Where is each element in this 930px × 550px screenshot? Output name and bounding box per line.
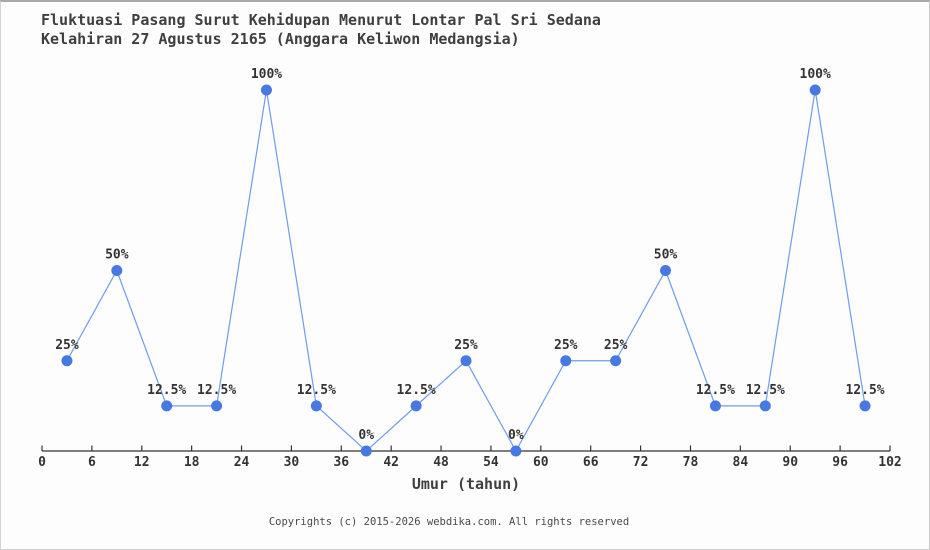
data-point <box>809 84 821 96</box>
data-point <box>759 400 771 412</box>
data-point-label: 50% <box>654 248 678 263</box>
x-tick-label: 6 <box>88 455 96 470</box>
data-point-label: 25% <box>604 338 628 353</box>
data-point-label: 25% <box>554 338 578 353</box>
data-point-label: 25% <box>55 338 79 353</box>
x-tick-label: 96 <box>832 455 848 470</box>
data-point-label: 50% <box>105 248 129 263</box>
x-tick-label: 24 <box>234 455 250 470</box>
x-tick-label: 36 <box>333 455 349 470</box>
data-point-label: 12.5% <box>696 383 735 398</box>
x-tick-label: 42 <box>383 455 399 470</box>
data-point-label: 12.5% <box>147 383 186 398</box>
data-point <box>660 265 672 276</box>
data-point-label: 12.5% <box>746 383 785 398</box>
data-point <box>460 355 472 367</box>
data-point-label: 100% <box>800 67 831 82</box>
x-tick-label: 54 <box>483 455 499 470</box>
data-point <box>510 445 522 457</box>
data-point <box>61 355 73 367</box>
line-chart: 0 6 12 18 24 30 36 42 48 54 60 66 72 78 84 90 96 102 25% 50… <box>38 67 902 470</box>
data-point <box>859 400 871 412</box>
x-tick-label: 18 <box>184 455 200 470</box>
data-point-label: 12.5% <box>197 383 236 398</box>
chart-title-line2: Kelahiran 27 Agustus 2165 (Anggara Keliw… <box>41 30 520 48</box>
data-point <box>310 400 322 412</box>
data-point <box>560 355 572 367</box>
x-tick-label: 30 <box>284 455 300 470</box>
data-point <box>211 400 223 412</box>
data-point <box>161 400 173 412</box>
x-tick-label: 102 <box>878 455 901 470</box>
x-tick-label: 90 <box>782 455 798 470</box>
x-tick-label: 72 <box>633 455 649 470</box>
data-point-label: 12.5% <box>397 383 436 398</box>
data-point <box>610 355 622 367</box>
x-tick-label: 78 <box>683 455 699 470</box>
x-tick-label: 60 <box>533 455 549 470</box>
data-point <box>360 445 372 457</box>
data-point-label: 25% <box>454 338 478 353</box>
data-point <box>709 400 721 412</box>
data-point <box>111 265 123 276</box>
chart-title: Fluktuasi Pasang Surut Kehidupan Menurut… <box>41 11 601 49</box>
data-point <box>260 84 272 96</box>
data-point-label: 0% <box>358 428 374 443</box>
x-tick-label: 12 <box>134 455 150 470</box>
data-point <box>410 400 422 412</box>
data-point-label: 12.5% <box>297 383 336 398</box>
x-tick-label: 84 <box>733 455 749 470</box>
data-point-label: 100% <box>251 67 282 82</box>
chart-title-line1: Fluktuasi Pasang Surut Kehidupan Menurut… <box>41 11 601 29</box>
x-tick-label: 66 <box>583 455 599 470</box>
copyright-footer: Copyrights (c) 2015-2026 webdika.com. Al… <box>268 516 630 528</box>
data-point-label: 0% <box>508 428 524 443</box>
x-axis-label: Umur (tahun) <box>411 475 521 493</box>
data-point-label: 12.5% <box>845 383 884 398</box>
x-tick-label: 48 <box>433 455 449 470</box>
x-tick-label: 0 <box>38 455 46 470</box>
